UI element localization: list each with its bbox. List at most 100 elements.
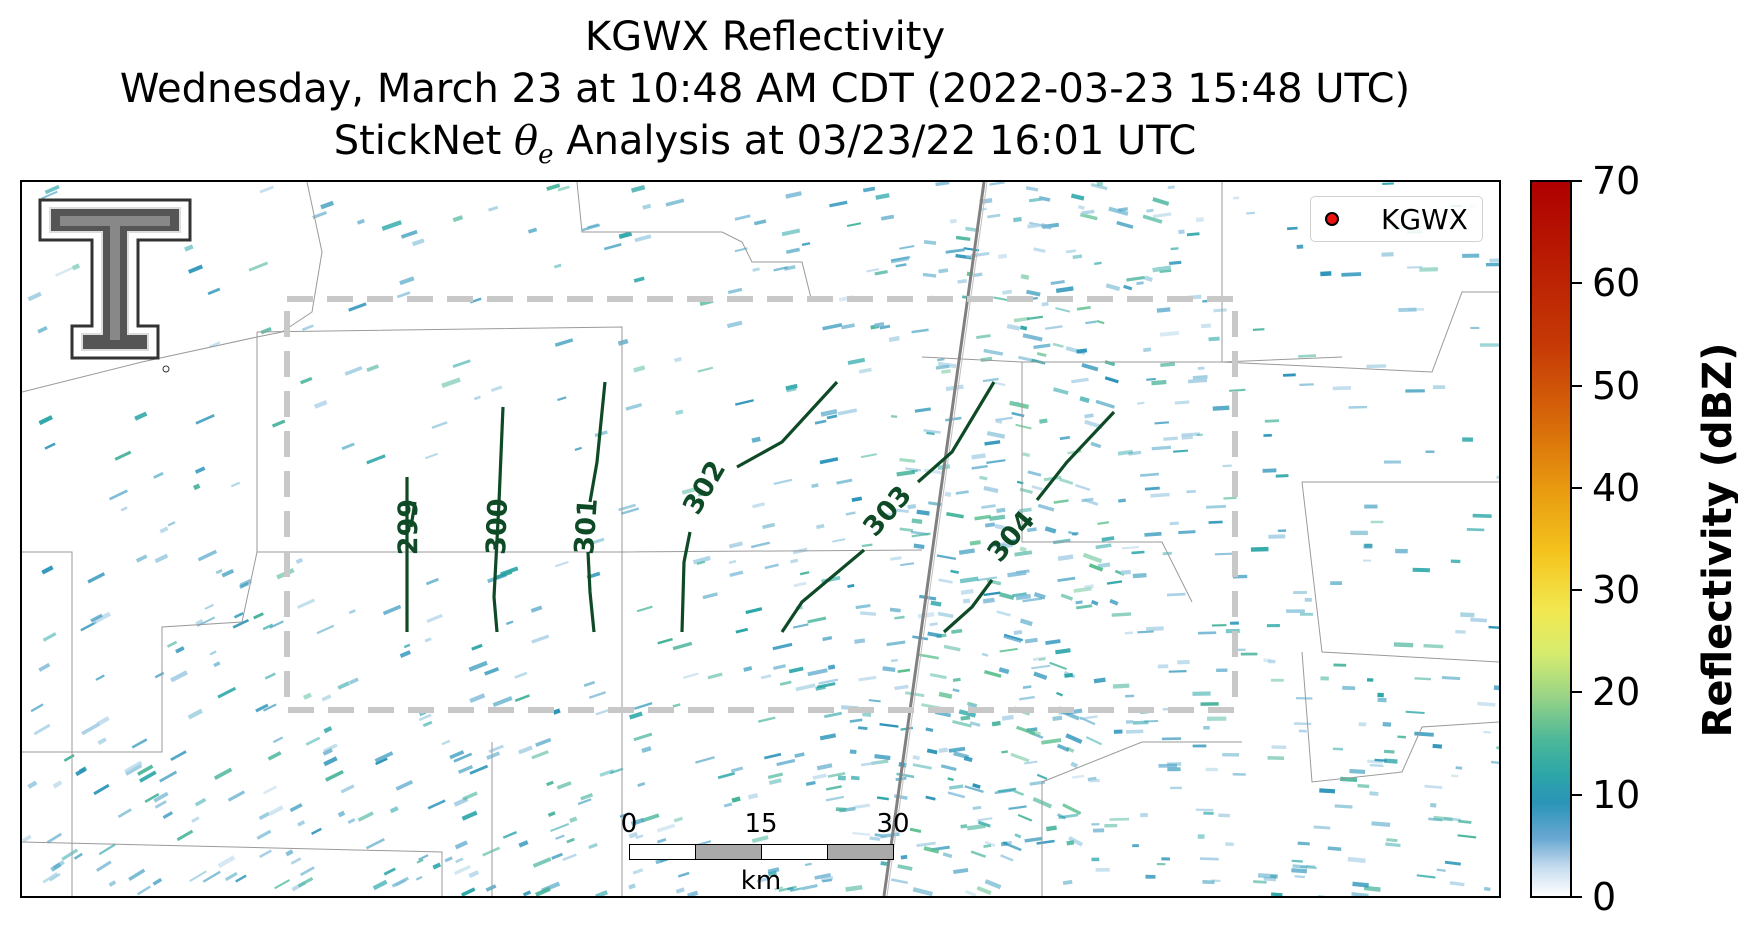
echo-pixel: [299, 376, 313, 385]
echo-pixel: [1131, 550, 1145, 555]
echo-pixel: [297, 876, 314, 888]
echo-pixel: [1014, 833, 1022, 839]
echo-pixel: [135, 554, 148, 563]
echo-pixel: [767, 867, 780, 874]
echo-pixel: [811, 483, 819, 489]
echo-pixel: [1036, 352, 1047, 357]
echo-pixel: [793, 581, 807, 588]
echo-pixel: [574, 446, 583, 452]
echo-pixel: [1266, 624, 1280, 628]
echo-pixel: [1052, 715, 1063, 722]
echo-pixel: [657, 637, 673, 645]
echo-pixel: [1026, 315, 1044, 321]
echo-pixel: [1270, 678, 1284, 682]
echo-pixel: [963, 755, 973, 763]
echo-pixel: [1090, 183, 1108, 191]
echo-pixel: [735, 399, 754, 406]
echo-pixel: [730, 766, 744, 773]
county-boundary: [921, 356, 1343, 363]
echo-pixel: [468, 870, 480, 879]
echo-pixel: [1496, 475, 1499, 480]
colorbar-tick-mark: [1572, 282, 1582, 285]
echo-pixel: [1112, 683, 1130, 689]
echo-pixel: [935, 364, 950, 370]
echo-pixel: [1012, 401, 1020, 406]
echo-pixel: [1460, 612, 1475, 618]
echo-pixel: [1152, 265, 1172, 273]
echo-pixel: [1414, 677, 1431, 681]
echo-pixel: [1246, 211, 1256, 215]
echo-pixel: [1079, 396, 1090, 404]
echo-pixel: [1145, 626, 1164, 632]
echo-pixel: [625, 403, 643, 411]
echo-pixel: [1000, 854, 1014, 862]
echo-pixel: [882, 820, 892, 824]
radar-map[interactable]: 299 300 301 302 303 304: [20, 180, 1501, 898]
echo-pixel: [52, 860, 65, 870]
echo-pixel: [518, 840, 529, 848]
echo-pixel: [1158, 763, 1178, 768]
echo-pixel: [1262, 468, 1277, 473]
scale-tick-30: 30: [876, 809, 910, 839]
echo-pixel: [1457, 834, 1477, 839]
echo-pixel: [637, 782, 646, 788]
echo-pixel: [976, 334, 991, 339]
echo-pixel: [235, 874, 247, 883]
echo-pixel: [1486, 262, 1499, 267]
echo-pixel: [875, 193, 890, 200]
echo-pixel: [1197, 834, 1205, 839]
echo-pixel: [1033, 592, 1046, 600]
echo-pixel: [890, 556, 902, 561]
echo-pixel: [850, 775, 860, 781]
scale-segment: [629, 844, 696, 860]
echo-pixel: [890, 256, 910, 264]
echo-pixel: [971, 453, 986, 460]
echo-pixel: [1395, 548, 1408, 554]
map-canvas: 299 300 301 302 303 304: [22, 182, 1499, 896]
echo-pixel: [852, 831, 871, 836]
echo-pixel: [1000, 542, 1013, 549]
echo-pixel: [395, 780, 414, 791]
echo-pixel: [166, 640, 178, 648]
echo-pixel: [972, 783, 981, 789]
echo-pixel: [1432, 743, 1443, 749]
echo-pixel: [734, 214, 751, 221]
echo-pixel: [557, 396, 567, 402]
echo-pixel: [1320, 271, 1332, 277]
echo-pixel: [1293, 591, 1308, 594]
echo-pixel: [760, 674, 772, 680]
echo-pixel: [1104, 376, 1119, 384]
echo-pixel: [773, 664, 786, 671]
echo-pixel: [1223, 496, 1237, 500]
echo-pixel: [977, 817, 993, 822]
echo-pixel: [1027, 527, 1037, 533]
echo-pixel: [1045, 639, 1061, 645]
echo-pixel: [960, 824, 968, 829]
echo-pixel: [1216, 668, 1228, 672]
echo-pixel: [195, 619, 204, 626]
echo-pixel: [1027, 470, 1042, 477]
echo-pixel: [751, 835, 769, 844]
echo-pixel: [356, 218, 365, 225]
echo-pixel: [944, 491, 952, 497]
echo-pixel: [948, 784, 964, 790]
echo-pixel: [44, 442, 56, 450]
echo-pixel: [819, 733, 837, 741]
echo-pixel: [96, 860, 112, 872]
echo-pixel: [546, 183, 561, 191]
echo-pixel: [73, 852, 83, 860]
echo-pixel: [1200, 857, 1219, 861]
echo-pixel: [1049, 661, 1067, 671]
echo-pixel: [1067, 530, 1078, 536]
echo-pixel: [444, 856, 453, 863]
echo-pixel: [1377, 697, 1387, 703]
echo-pixel: [552, 708, 561, 715]
echo-pixel: [1333, 663, 1347, 667]
echo-pixel: [874, 753, 891, 761]
echo-pixel: [1320, 676, 1329, 681]
echo-pixel: [347, 818, 356, 824]
echo-pixel: [894, 684, 909, 691]
echo-pixel: [697, 366, 714, 373]
echo-pixel: [628, 883, 636, 890]
echo-pixel: [1126, 275, 1146, 282]
